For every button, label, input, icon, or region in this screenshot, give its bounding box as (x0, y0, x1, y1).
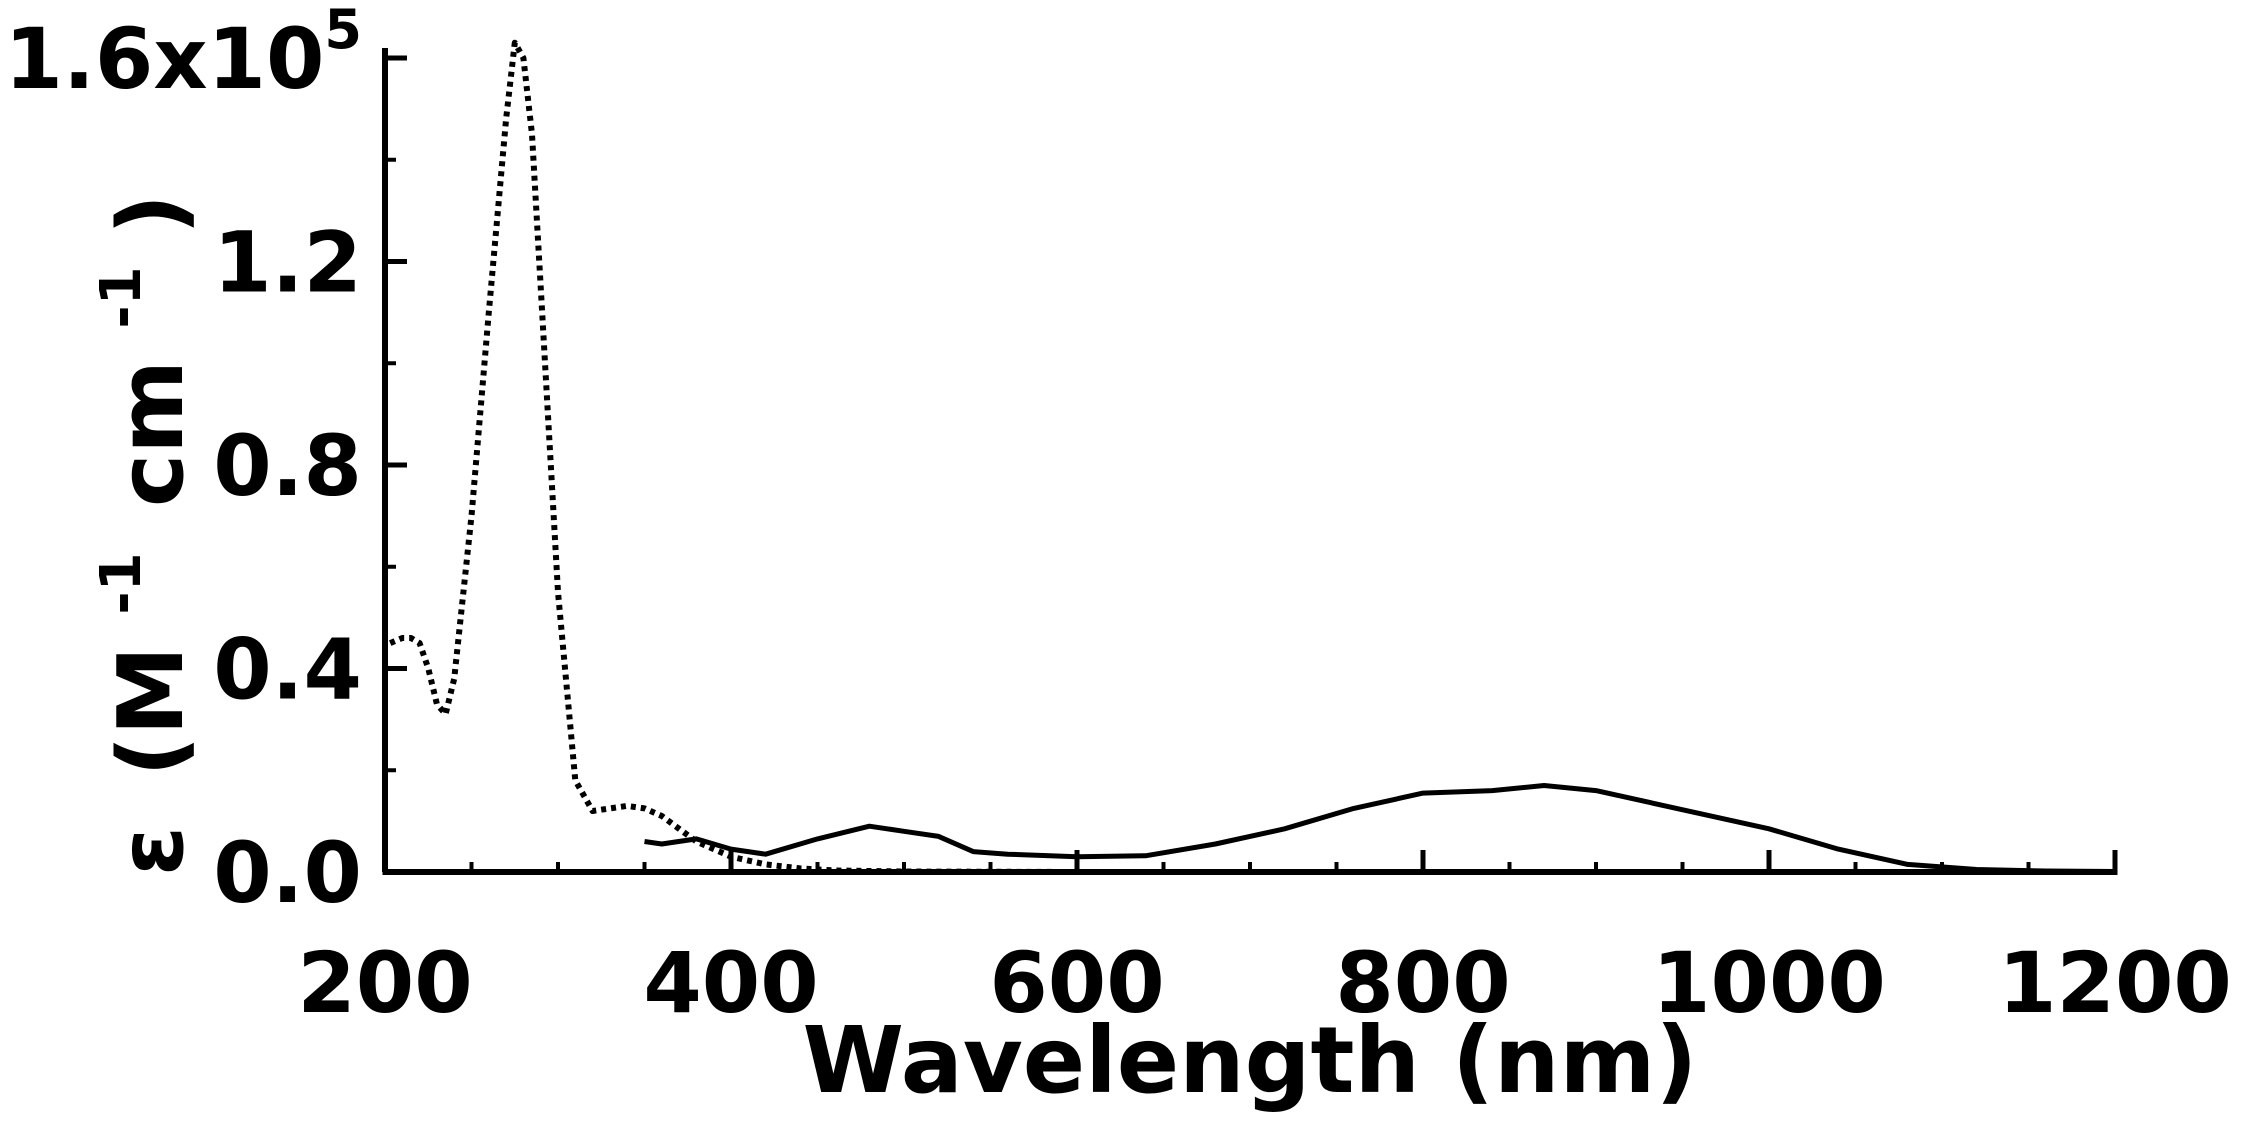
y-axis-title-epsilon: ε (99, 826, 204, 876)
y-tick-label-2: 0.8 (213, 417, 362, 515)
series-layer (389, 39, 2116, 875)
y-axis-title: ε (M -1 cm -1 ) (57, 194, 204, 876)
y-tick-label-1: 0.4 (213, 621, 362, 719)
y-axis-title-mid: cm (99, 360, 204, 507)
x-tick-label-4: 1000 (1652, 934, 1886, 1032)
series-line-1-solid (644, 783, 2116, 874)
y-axis-title-sup2: -1 (89, 266, 154, 328)
y-tick-label-0: 0.0 (213, 824, 362, 922)
y-tick-label-3: 1.2 (213, 214, 362, 312)
ticks: 200 400 600 800 1000 1200 0.0 0.4 0.8 1.2 1.6x105 (5, 0, 2232, 1032)
axes (382, 48, 2115, 875)
x-tick-label-0: 200 (297, 934, 472, 1032)
y-axis-title-sup1: -1 (89, 552, 154, 614)
series-line-0-dotted (389, 39, 2115, 875)
x-tick-label-5: 1200 (1998, 934, 2232, 1032)
x-tick-label-3: 800 (1335, 934, 1510, 1032)
y-tick-label-4: 1.6x105 (5, 0, 362, 108)
x-axis-title: Wavelength (nm) (803, 1007, 1698, 1114)
y-axis-title-open: (M (99, 646, 204, 777)
y-axis-title-close: ) (99, 194, 204, 235)
svg-text:ε (M -1 cm: ε (M -1 cm -1 ) (57, 194, 204, 876)
x-tick-label-2: 600 (989, 934, 1164, 1032)
x-tick-label-1: 400 (643, 934, 818, 1032)
